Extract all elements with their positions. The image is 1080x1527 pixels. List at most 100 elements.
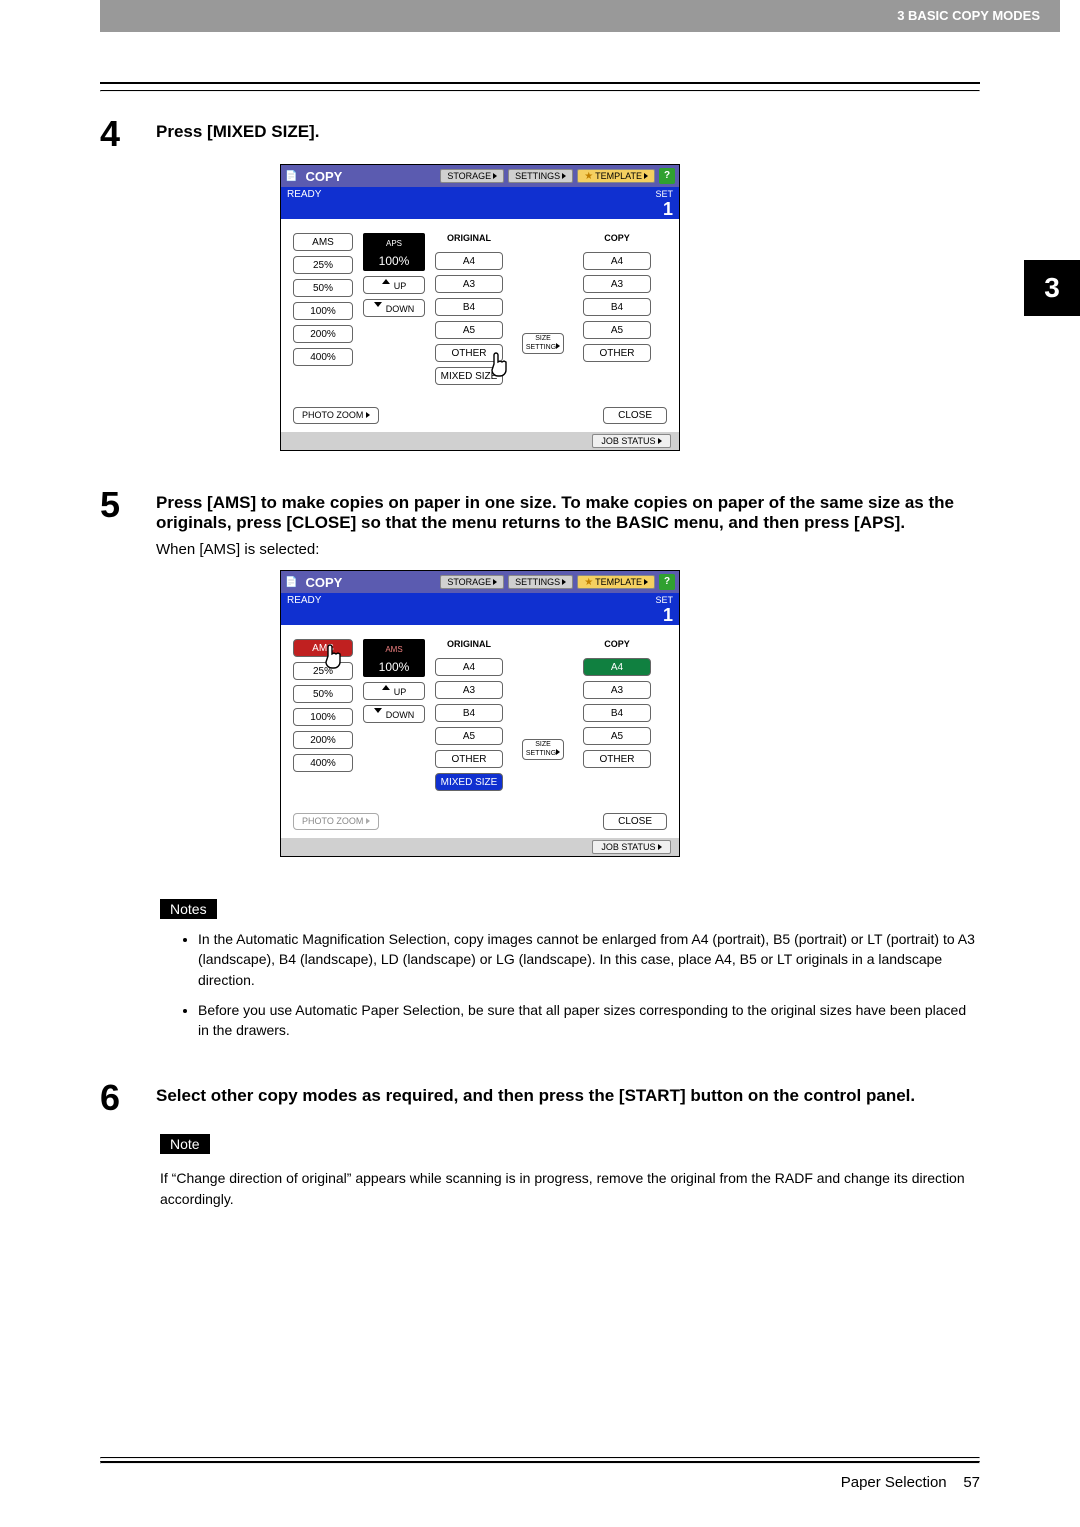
template-button[interactable]: ★TEMPLATE — [577, 575, 655, 589]
zoom-400[interactable]: 400% — [293, 348, 353, 366]
zoom-25[interactable]: 25% — [293, 662, 353, 680]
help-button[interactable]: ? — [659, 168, 675, 184]
zoom-display: APS 100% — [363, 233, 425, 271]
footer-section: Paper Selection — [841, 1474, 947, 1491]
step-subtext: When [AMS] is selected: — [156, 541, 980, 558]
chapter-tab: 3 — [1024, 260, 1080, 316]
jobstatus-button[interactable]: JOB STATUS — [592, 840, 671, 854]
ss-topbar: 📄 COPY STORAGE SETTINGS ★TEMPLATE ? — [281, 165, 679, 187]
divider — [100, 1461, 980, 1464]
orig-other[interactable]: OTHER — [435, 750, 503, 768]
notes-badge: Notes — [160, 899, 217, 919]
ss-body: AMS 25% 50% 100% 200% 400% APS 100% UP D — [281, 219, 679, 399]
zoom-100[interactable]: 100% — [293, 302, 353, 320]
step-4: 4 Press [MIXED SIZE]. — [100, 116, 980, 152]
set-label: SET — [655, 595, 673, 605]
orig-a3[interactable]: A3 — [435, 275, 503, 293]
step-5: 5 Press [AMS] to make copies on paper in… — [100, 487, 980, 558]
step-title: Press [MIXED SIZE]. — [156, 116, 980, 152]
zoom-25[interactable]: 25% — [293, 256, 353, 274]
jobstatus-button[interactable]: JOB STATUS — [592, 434, 671, 448]
help-button[interactable]: ? — [659, 574, 675, 590]
divider — [100, 90, 980, 92]
step-title: Press [AMS] to make copies on paper in o… — [156, 487, 980, 533]
copy-title: COPY — [301, 169, 436, 184]
zoom-down[interactable]: DOWN — [363, 705, 425, 723]
ss-footer: PHOTO ZOOM CLOSE — [281, 805, 679, 838]
divider — [100, 1457, 980, 1459]
ready-label: READY — [287, 189, 321, 200]
ss-topbar: 📄 COPY STORAGE SETTINGS ★TEMPLATE ? — [281, 571, 679, 593]
ams-button[interactable]: AMS — [293, 639, 353, 657]
storage-button[interactable]: STORAGE — [440, 169, 504, 183]
step-6: 6 Select other copy modes as required, a… — [100, 1080, 980, 1116]
step-title: Select other copy modes as required, and… — [156, 1080, 980, 1116]
copy-other[interactable]: OTHER — [583, 750, 651, 768]
template-button[interactable]: ★TEMPLATE — [577, 169, 655, 183]
photozoom-button: PHOTO ZOOM — [293, 813, 379, 830]
zoom-100[interactable]: 100% — [293, 708, 353, 726]
copy-a4[interactable]: A4 — [583, 252, 651, 270]
mixed-size-button[interactable]: MIXED SIZE — [435, 367, 503, 385]
zoom-200[interactable]: 200% — [293, 731, 353, 749]
orig-b4[interactable]: B4 — [435, 298, 503, 316]
mixed-size-button[interactable]: MIXED SIZE — [435, 773, 503, 791]
note-badge: Note — [160, 1134, 210, 1154]
page-footer: Paper Selection 57 — [100, 1457, 980, 1491]
zoom-up[interactable]: UP — [363, 276, 425, 294]
step-number: 4 — [100, 116, 140, 152]
screenshot-step5: 📄 COPY STORAGE SETTINGS ★TEMPLATE ? READ… — [100, 570, 980, 857]
ss-statusbar: READY SET 1 — [281, 593, 679, 625]
settings-button[interactable]: SETTINGS — [508, 169, 573, 183]
orig-a4[interactable]: A4 — [435, 658, 503, 676]
ss-body: AMS 25% 50% 100% 200% 400% AMS 100% UP D — [281, 625, 679, 805]
orig-a5[interactable]: A5 — [435, 321, 503, 339]
copy-b4[interactable]: B4 — [583, 298, 651, 316]
ss-statusbar: READY SET 1 — [281, 187, 679, 219]
copy-other[interactable]: OTHER — [583, 344, 651, 362]
zoom-400[interactable]: 400% — [293, 754, 353, 772]
orig-a4[interactable]: A4 — [435, 252, 503, 270]
note-item: In the Automatic Magnification Selection… — [198, 929, 980, 990]
copy-a5[interactable]: A5 — [583, 727, 651, 745]
orig-a5[interactable]: A5 — [435, 727, 503, 745]
note-text: If “Change direction of original” appear… — [160, 1168, 980, 1209]
ams-button[interactable]: AMS — [293, 233, 353, 251]
copy-a3[interactable]: A3 — [583, 681, 651, 699]
size-setting-button[interactable]: SIZE SETTING — [522, 333, 564, 354]
copy-b4[interactable]: B4 — [583, 704, 651, 722]
copy-a4[interactable]: A4 — [583, 658, 651, 676]
close-button[interactable]: CLOSE — [603, 813, 667, 830]
zoom-display: AMS 100% — [363, 639, 425, 677]
ready-label: READY — [287, 595, 321, 606]
zoom-down[interactable]: DOWN — [363, 299, 425, 317]
notes-list: In the Automatic Magnification Selection… — [180, 929, 980, 1040]
zoom-up[interactable]: UP — [363, 682, 425, 700]
photozoom-button[interactable]: PHOTO ZOOM — [293, 407, 379, 424]
storage-button[interactable]: STORAGE — [440, 575, 504, 589]
count-label: 1 — [655, 199, 673, 220]
note-item: Before you use Automatic Paper Selection… — [198, 1000, 980, 1041]
size-setting-button[interactable]: SIZE SETTING — [522, 739, 564, 760]
copy-title: COPY — [301, 575, 436, 590]
original-header: ORIGINAL — [435, 233, 503, 247]
divider — [100, 82, 980, 84]
copy-a3[interactable]: A3 — [583, 275, 651, 293]
set-label: SET — [655, 189, 673, 199]
orig-a3[interactable]: A3 — [435, 681, 503, 699]
orig-b4[interactable]: B4 — [435, 704, 503, 722]
ss-footer: PHOTO ZOOM CLOSE — [281, 399, 679, 432]
step-number: 5 — [100, 487, 140, 558]
ss-jobbar: JOB STATUS — [281, 432, 679, 450]
zoom-50[interactable]: 50% — [293, 279, 353, 297]
screenshot-step4: 📄 COPY STORAGE SETTINGS ★TEMPLATE ? READ… — [100, 164, 980, 451]
zoom-50[interactable]: 50% — [293, 685, 353, 703]
close-button[interactable]: CLOSE — [603, 407, 667, 424]
original-header: ORIGINAL — [435, 639, 503, 653]
orig-other[interactable]: OTHER — [435, 344, 503, 362]
copy-mode-icon: 📄 — [285, 577, 297, 588]
copy-header: COPY — [583, 233, 651, 247]
zoom-200[interactable]: 200% — [293, 325, 353, 343]
settings-button[interactable]: SETTINGS — [508, 575, 573, 589]
copy-a5[interactable]: A5 — [583, 321, 651, 339]
